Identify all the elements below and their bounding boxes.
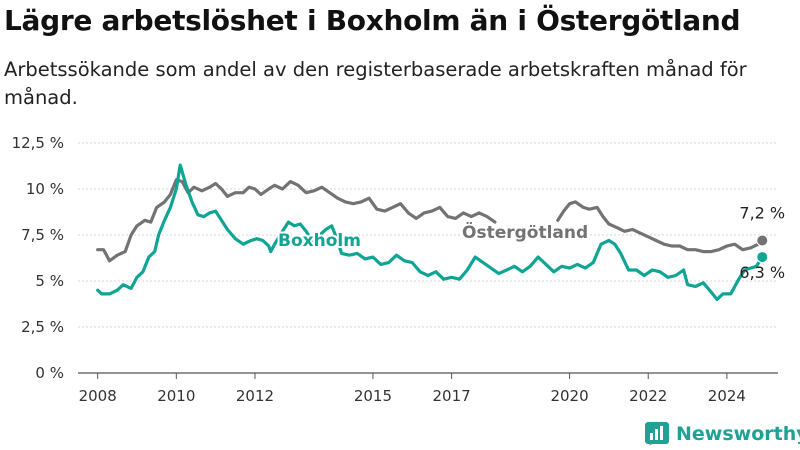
series-line-1 [96,163,764,301]
series-name-label: Boxholm [278,231,361,251]
series-line-0 [96,178,764,263]
page-title: Lägre arbetslöshet i Boxholm än i Österg… [4,4,741,37]
x-tick-label: 2024 [708,387,746,405]
series-end-label: 6,3 % [739,263,785,282]
y-tick-label: 2,5 % [21,318,64,336]
series-name-label: Östergötland [462,221,588,243]
x-axis: 2008 2010 2012 2015 2017 2020 2022 2024 [79,373,746,405]
brand-name: Newsworthy [676,423,800,445]
series-end-label: 7,2 % [739,204,785,223]
x-tick-label: 2008 [79,387,117,405]
x-tick-label: 2017 [433,387,471,405]
x-tick-label: 2010 [157,387,195,405]
series-end-point [756,251,769,264]
newsworthy-logo-icon [645,422,669,446]
y-tick-label: 10 % [26,180,64,198]
x-tick-label: 2012 [236,387,274,405]
y-tick-label: 12,5 % [12,134,64,152]
y-tick-label: 5 % [35,272,64,290]
y-tick-label: 7,5 % [21,226,64,244]
series-labels: Östergötland 7,2 % Boxholm 6,3 % [276,204,785,283]
page-subtitle: Arbetssökande som andel av den registerb… [4,58,747,109]
series-lines [96,163,769,301]
y-axis: 0 % 2,5 % 5 % 7,5 % 10 % 12,5 % [12,134,64,382]
x-tick-label: 2015 [354,387,392,405]
x-tick-label: 2020 [550,387,588,405]
brand-logo: Newsworthy [644,420,800,448]
y-tick-label: 0 % [35,364,64,382]
x-tick-label: 2022 [629,387,667,405]
series-end-point [756,234,769,247]
